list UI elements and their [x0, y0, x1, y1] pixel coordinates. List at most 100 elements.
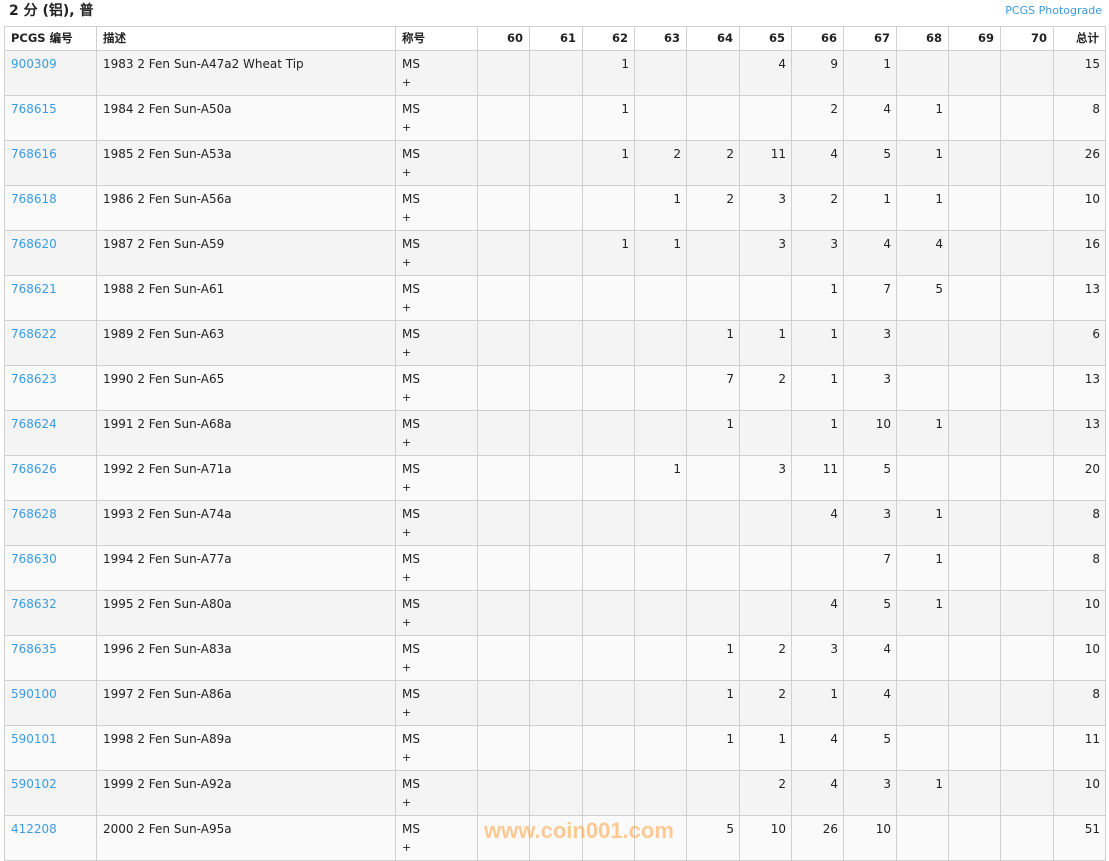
grade-count-cell: 11: [739, 140, 792, 186]
pcgs-id-link[interactable]: 768626: [11, 462, 57, 476]
grade-count-cell: [791, 545, 844, 591]
pcgs-id-link[interactable]: 412208: [11, 822, 57, 836]
grade-count-cell: [948, 95, 1001, 141]
grade-count-cell: 1: [896, 500, 949, 546]
pcgs-id-link[interactable]: 768620: [11, 237, 57, 251]
grade-count-cell: 5: [843, 590, 897, 636]
pcgs-id-link[interactable]: 768623: [11, 372, 57, 386]
grade-count-cell: 1: [791, 410, 844, 456]
grade-count-cell: [582, 635, 635, 681]
designation-cell: MS +: [395, 230, 478, 276]
table-row: 768630 1994 2 Fen Sun-A77a MS +7 1 8: [4, 545, 1106, 591]
grade-count-cell: 1: [634, 455, 687, 501]
grade-count-cell: [477, 725, 530, 771]
grade-count-cell: 11: [791, 455, 844, 501]
pcgs-id-link[interactable]: 768621: [11, 282, 57, 296]
plus-grade-label: +: [402, 301, 412, 314]
grade-count-cell: 3: [791, 635, 844, 681]
column-header: 64: [686, 26, 740, 51]
grade-count-cell: 1: [896, 590, 949, 636]
designation-cell: MS +: [395, 500, 478, 546]
total-cell: 11: [1053, 725, 1106, 771]
column-header: 61: [529, 26, 583, 51]
grade-count-cell: [634, 500, 687, 546]
grade-count-cell: [948, 455, 1001, 501]
total-cell: 13: [1053, 365, 1106, 411]
grade-count-cell: 1: [739, 725, 792, 771]
designation-label: MS: [402, 417, 420, 431]
pcgs-id-link[interactable]: 768622: [11, 327, 57, 341]
grade-count-cell: [477, 500, 530, 546]
grade-count-cell: [1000, 455, 1054, 501]
plus-grade-label: +: [402, 526, 412, 539]
designation-label: MS: [402, 732, 420, 746]
plus-grade-label: +: [402, 211, 412, 224]
grade-count-cell: [529, 50, 583, 96]
pcgs-id-link[interactable]: 900309: [11, 57, 57, 71]
pcgs-id-link[interactable]: 768624: [11, 417, 57, 431]
pcgs-id-link[interactable]: 768628: [11, 507, 57, 521]
grade-count-cell: 1: [896, 410, 949, 456]
grade-count-cell: [1000, 770, 1054, 816]
grade-count-cell: [686, 545, 740, 591]
designation-label: MS: [402, 102, 420, 116]
pcgs-id-link[interactable]: 768618: [11, 192, 57, 206]
grade-count-cell: [739, 410, 792, 456]
column-header: PCGS 编号: [4, 26, 97, 51]
designation-cell: MS +: [395, 50, 478, 96]
table-row: 900309 1983 2 Fen Sun-A47a2 Wheat Tip MS +1…: [4, 50, 1106, 96]
pcgs-id-link[interactable]: 768616: [11, 147, 57, 161]
grade-count-cell: 1: [686, 320, 740, 366]
grade-count-cell: [582, 185, 635, 231]
grade-count-cell: [634, 320, 687, 366]
grade-count-cell: [634, 815, 687, 861]
grade-count-cell: [896, 455, 949, 501]
pcgs-id-link[interactable]: 590101: [11, 732, 57, 746]
description-cell: 1996 2 Fen Sun-A83a: [96, 635, 396, 681]
pcgs-photograde-link[interactable]: PCGS Photograde: [1005, 4, 1102, 17]
pcgs-id-link[interactable]: 768630: [11, 552, 57, 566]
grade-count-cell: 5: [686, 815, 740, 861]
grade-count-cell: 1: [582, 50, 635, 96]
pcgs-id-link[interactable]: 590102: [11, 777, 57, 791]
pcgs-id-cell: 412208: [4, 815, 97, 861]
designation-cell: MS +: [395, 815, 478, 861]
grade-count-cell: [477, 635, 530, 681]
designation-label: MS: [402, 237, 420, 251]
pcgs-id-link[interactable]: 768615: [11, 102, 57, 116]
pcgs-id-link[interactable]: 768632: [11, 597, 57, 611]
grade-count-cell: 2: [791, 95, 844, 141]
plus-grade-label: +: [402, 751, 412, 764]
grade-count-cell: [529, 365, 583, 411]
total-cell: 15: [1053, 50, 1106, 96]
grade-count-cell: 4: [843, 635, 897, 681]
designation-cell: MS +: [395, 590, 478, 636]
description-cell: 1984 2 Fen Sun-A50a: [96, 95, 396, 141]
grade-count-cell: [1000, 590, 1054, 636]
grade-count-cell: [529, 545, 583, 591]
total-cell: 8: [1053, 95, 1106, 141]
description-cell: 1988 2 Fen Sun-A61: [96, 275, 396, 321]
grade-count-cell: [529, 95, 583, 141]
grade-count-cell: [582, 680, 635, 726]
designation-label: MS: [402, 822, 420, 836]
plus-grade-label: +: [402, 76, 412, 89]
grade-count-cell: [529, 410, 583, 456]
grade-count-cell: [1000, 635, 1054, 681]
grade-count-cell: 2: [791, 185, 844, 231]
column-header: 67: [843, 26, 897, 51]
column-header: 70: [1000, 26, 1054, 51]
column-header: 68: [896, 26, 949, 51]
designation-cell: MS +: [395, 365, 478, 411]
grade-count-cell: [477, 365, 530, 411]
pcgs-id-link[interactable]: 590100: [11, 687, 57, 701]
grade-count-cell: 4: [791, 770, 844, 816]
grade-count-cell: [686, 590, 740, 636]
grade-count-cell: [477, 230, 530, 276]
description-cell: 1999 2 Fen Sun-A92a: [96, 770, 396, 816]
pcgs-id-link[interactable]: 768635: [11, 642, 57, 656]
grade-count-cell: [477, 320, 530, 366]
grade-count-cell: 2: [739, 770, 792, 816]
pcgs-id-cell: 590100: [4, 680, 97, 726]
pcgs-id-cell: 768618: [4, 185, 97, 231]
